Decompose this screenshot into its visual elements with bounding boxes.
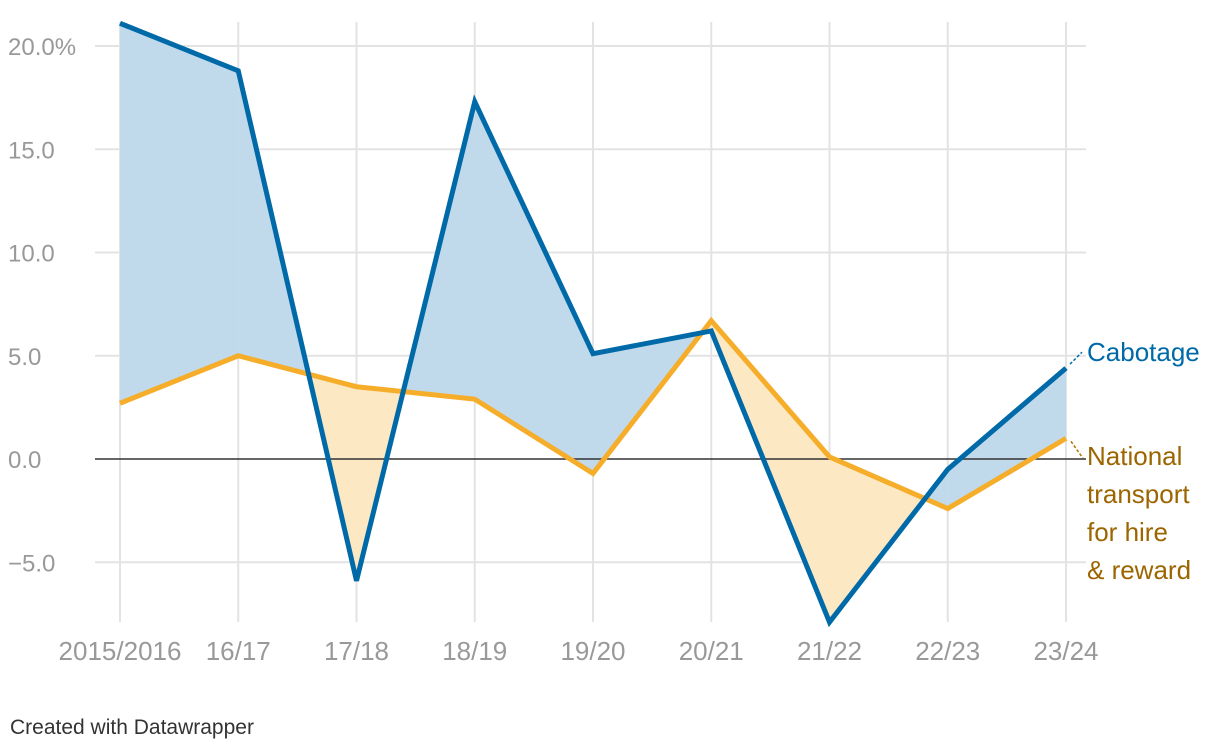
fill-national-higher: [829, 456, 926, 623]
x-tick-label: 17/18: [324, 636, 389, 666]
national-transport-line: [119, 316, 1068, 512]
x-tick-label: 20/21: [679, 636, 744, 666]
x-axis-tick-labels: 2015/2016 16/17 17/18 18/19 19/20 20/21 21/22 2…: [59, 636, 1099, 666]
national-series-label-line: for hire: [1087, 517, 1168, 547]
footer-credit: Created with Datawrapper: [10, 716, 254, 739]
cabotage-series-label: Cabotage: [1087, 337, 1200, 367]
x-tick-label: 2015/2016: [59, 636, 182, 666]
x-tick-label: 22/23: [915, 636, 980, 666]
y-tick-label: 5.0: [8, 344, 41, 371]
y-tick-label: 15.0: [8, 137, 55, 164]
x-tick-label: 18/19: [442, 636, 507, 666]
x-tick-label: 23/24: [1033, 636, 1098, 666]
x-tick-label: 16/17: [206, 636, 271, 666]
x-tick-label: 19/20: [560, 636, 625, 666]
cabotage-label-connector: [1069, 351, 1083, 365]
series-lines: [119, 20, 1068, 628]
y-axis-tick-labels: 20.0% 15.0 10.0 5.0 0.0 −5.0: [8, 34, 76, 577]
y-tick-label: −5.0: [8, 550, 55, 577]
fill-cabotage-higher: [474, 101, 593, 474]
x-tick-label: 21/22: [797, 636, 862, 666]
national-series-label-line: National: [1087, 441, 1182, 471]
national-label-connector: [1070, 440, 1084, 459]
national-series-label-line: transport: [1087, 479, 1190, 509]
fill-cabotage-higher: [947, 368, 1066, 509]
series-labels: Cabotage National transport for hire & rewar…: [1069, 337, 1200, 585]
y-tick-label: 20.0%: [8, 34, 76, 61]
y-tick-label: 10.0: [8, 241, 55, 268]
fill-cabotage-higher: [120, 23, 239, 404]
area-line-chart: 20.0% 15.0 10.0 5.0 0.0 −5.0 2015/2016 16/17 17…: [8, 20, 1200, 666]
y-tick-label: 0.0: [8, 447, 41, 474]
cabotage-line: [119, 20, 1068, 628]
national-series-label-line: & reward: [1087, 555, 1191, 585]
